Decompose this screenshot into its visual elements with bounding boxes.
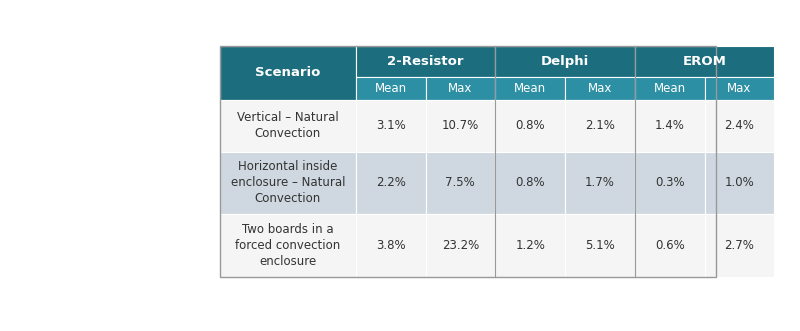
- Bar: [634, 152, 705, 214]
- Bar: [634, 46, 774, 77]
- Bar: [220, 152, 356, 214]
- Text: Vertical – Natural
Convection: Vertical – Natural Convection: [237, 112, 339, 140]
- Bar: [220, 100, 356, 152]
- Text: 2-Resistor: 2-Resistor: [387, 55, 464, 68]
- Bar: [495, 77, 565, 100]
- Bar: [426, 77, 495, 100]
- Bar: [426, 152, 495, 214]
- Text: 0.8%: 0.8%: [515, 176, 545, 189]
- Text: 1.0%: 1.0%: [725, 176, 754, 189]
- Bar: [705, 152, 774, 214]
- Text: Max: Max: [448, 82, 473, 95]
- Bar: [356, 100, 426, 152]
- Text: 0.8%: 0.8%: [515, 119, 545, 132]
- Bar: [495, 46, 634, 77]
- Text: Horizontal inside
enclosure – Natural
Convection: Horizontal inside enclosure – Natural Co…: [230, 161, 345, 206]
- Text: 23.2%: 23.2%: [442, 239, 479, 252]
- Text: 2.7%: 2.7%: [725, 239, 754, 252]
- Text: 2.4%: 2.4%: [725, 119, 754, 132]
- Text: Mean: Mean: [514, 82, 546, 95]
- Bar: [705, 77, 774, 100]
- Text: Mean: Mean: [654, 82, 686, 95]
- Text: Delphi: Delphi: [541, 55, 589, 68]
- Bar: [565, 214, 634, 277]
- Text: 10.7%: 10.7%: [442, 119, 479, 132]
- Bar: [220, 46, 716, 277]
- Text: 3.8%: 3.8%: [376, 239, 406, 252]
- Bar: [565, 100, 634, 152]
- Bar: [426, 100, 495, 152]
- Text: Max: Max: [588, 82, 612, 95]
- Bar: [634, 100, 705, 152]
- Bar: [495, 152, 565, 214]
- Bar: [495, 214, 565, 277]
- Text: 3.1%: 3.1%: [376, 119, 406, 132]
- Bar: [565, 152, 634, 214]
- Text: 2.1%: 2.1%: [585, 119, 615, 132]
- Bar: [426, 214, 495, 277]
- Bar: [565, 77, 634, 100]
- Text: Mean: Mean: [374, 82, 406, 95]
- Bar: [495, 100, 565, 152]
- Text: EROM: EROM: [682, 55, 726, 68]
- Bar: [356, 46, 495, 77]
- Text: 0.6%: 0.6%: [654, 239, 685, 252]
- Bar: [356, 152, 426, 214]
- Text: 2.2%: 2.2%: [376, 176, 406, 189]
- Text: Max: Max: [727, 82, 751, 95]
- Bar: [634, 77, 705, 100]
- Text: 1.2%: 1.2%: [515, 239, 545, 252]
- Text: 0.3%: 0.3%: [655, 176, 685, 189]
- Bar: [220, 46, 356, 100]
- Bar: [356, 214, 426, 277]
- Text: Two boards in a
forced convection
enclosure: Two boards in a forced convection enclos…: [235, 223, 341, 268]
- Bar: [220, 214, 356, 277]
- Text: 1.7%: 1.7%: [585, 176, 615, 189]
- Text: 7.5%: 7.5%: [446, 176, 475, 189]
- Bar: [356, 77, 426, 100]
- Text: Scenario: Scenario: [255, 66, 321, 79]
- Bar: [705, 100, 774, 152]
- Text: 5.1%: 5.1%: [585, 239, 614, 252]
- Text: 1.4%: 1.4%: [654, 119, 685, 132]
- Bar: [634, 214, 705, 277]
- Bar: [705, 214, 774, 277]
